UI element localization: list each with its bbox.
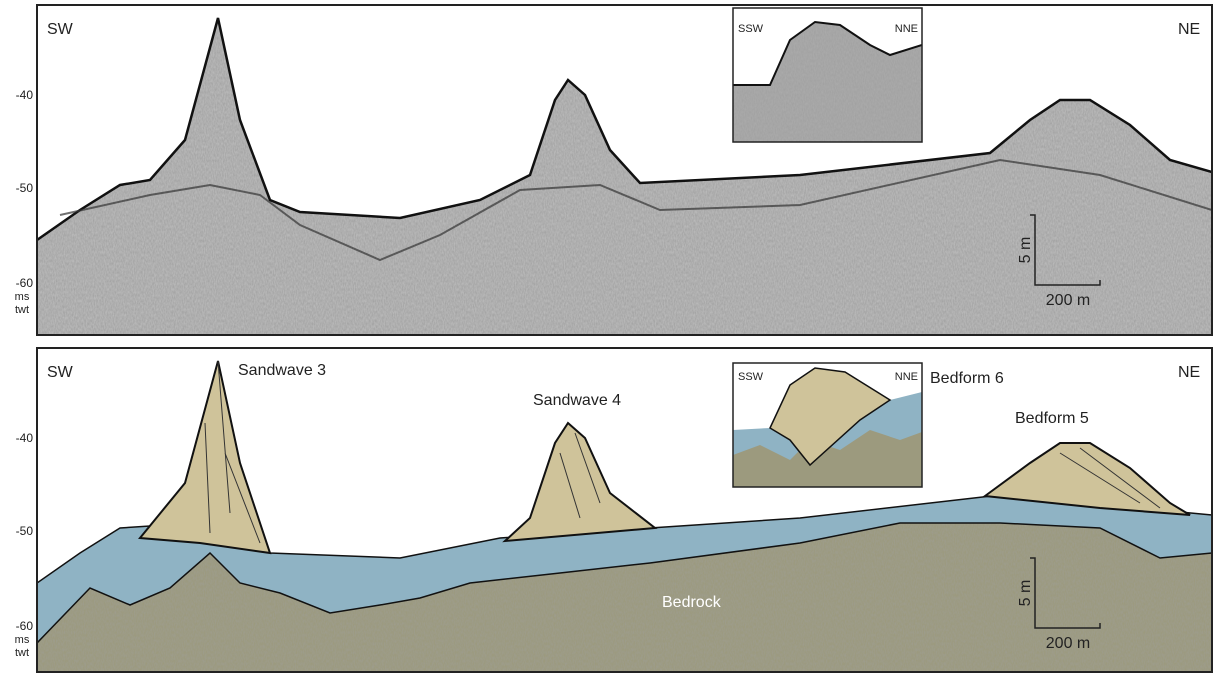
direction-left: SW	[47, 364, 74, 381]
depth-tick: -50	[16, 524, 34, 538]
depth-tick: -40	[16, 431, 34, 445]
direction-right: NE	[1178, 21, 1200, 38]
depth-unit: ms	[15, 634, 30, 646]
depth-tick: -40	[16, 88, 34, 102]
feature-label: Sandwave 4	[533, 392, 621, 409]
depth-unit: twt	[15, 647, 29, 659]
depth-unit: twt	[15, 304, 29, 316]
scale-vertical: 5 m	[1017, 580, 1034, 607]
direction-left: SW	[47, 21, 74, 38]
inset-right: NNE	[895, 371, 918, 383]
inset-left: SSW	[738, 23, 764, 35]
inset-right: NNE	[895, 23, 918, 35]
figure: SSW NNE SW NE -40 -50 -60 ms twt 5 m 200…	[0, 0, 1214, 674]
feature-label: Bedform 6	[930, 370, 1004, 387]
direction-right: NE	[1178, 364, 1200, 381]
depth-unit: ms	[15, 291, 30, 303]
inset-left: SSW	[738, 371, 764, 383]
depth-tick: -60	[16, 276, 34, 290]
scale-horizontal: 200 m	[1046, 635, 1090, 652]
feature-label: Bedform 5	[1015, 410, 1089, 427]
scale-horizontal: 200 m	[1046, 292, 1090, 309]
depth-tick: -60	[16, 619, 34, 633]
depth-tick: -50	[16, 181, 34, 195]
scale-vertical: 5 m	[1017, 237, 1034, 264]
feature-label: Bedrock	[662, 594, 722, 611]
feature-label: Sandwave 3	[238, 362, 326, 379]
seismic-profile	[37, 18, 1212, 335]
